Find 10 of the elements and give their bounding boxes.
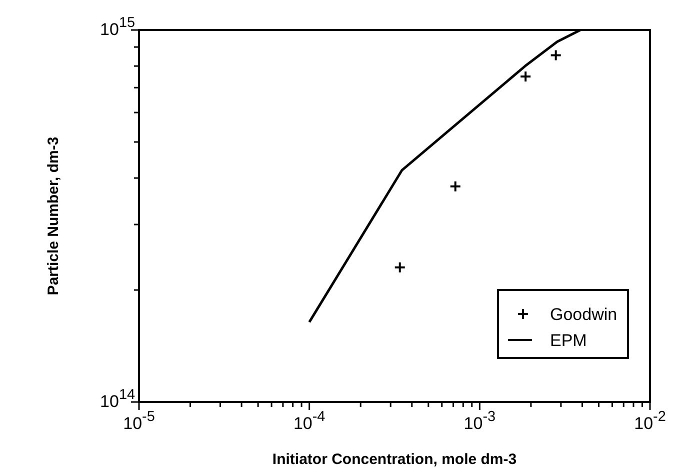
x-tick-label: 10$^{-2}$ bbox=[634, 409, 666, 433]
y-tick-label: 10$^{15}$ bbox=[100, 15, 135, 39]
y-tick-label: 10$^{14}$ bbox=[100, 387, 135, 411]
x-tick-label: 10$^{-5}$ bbox=[123, 409, 155, 433]
y-axis-title: Particle Number, dm-3 bbox=[45, 136, 62, 296]
legend-label: Goodwin bbox=[550, 305, 618, 324]
x-axis-title: Initiator Concentration, mole dm-3 bbox=[272, 451, 517, 468]
legend-label: EPM bbox=[550, 331, 587, 350]
x-tick-label: 10$^{-3}$ bbox=[464, 409, 496, 433]
x-tick-label: 10$^{-4}$ bbox=[293, 409, 326, 433]
